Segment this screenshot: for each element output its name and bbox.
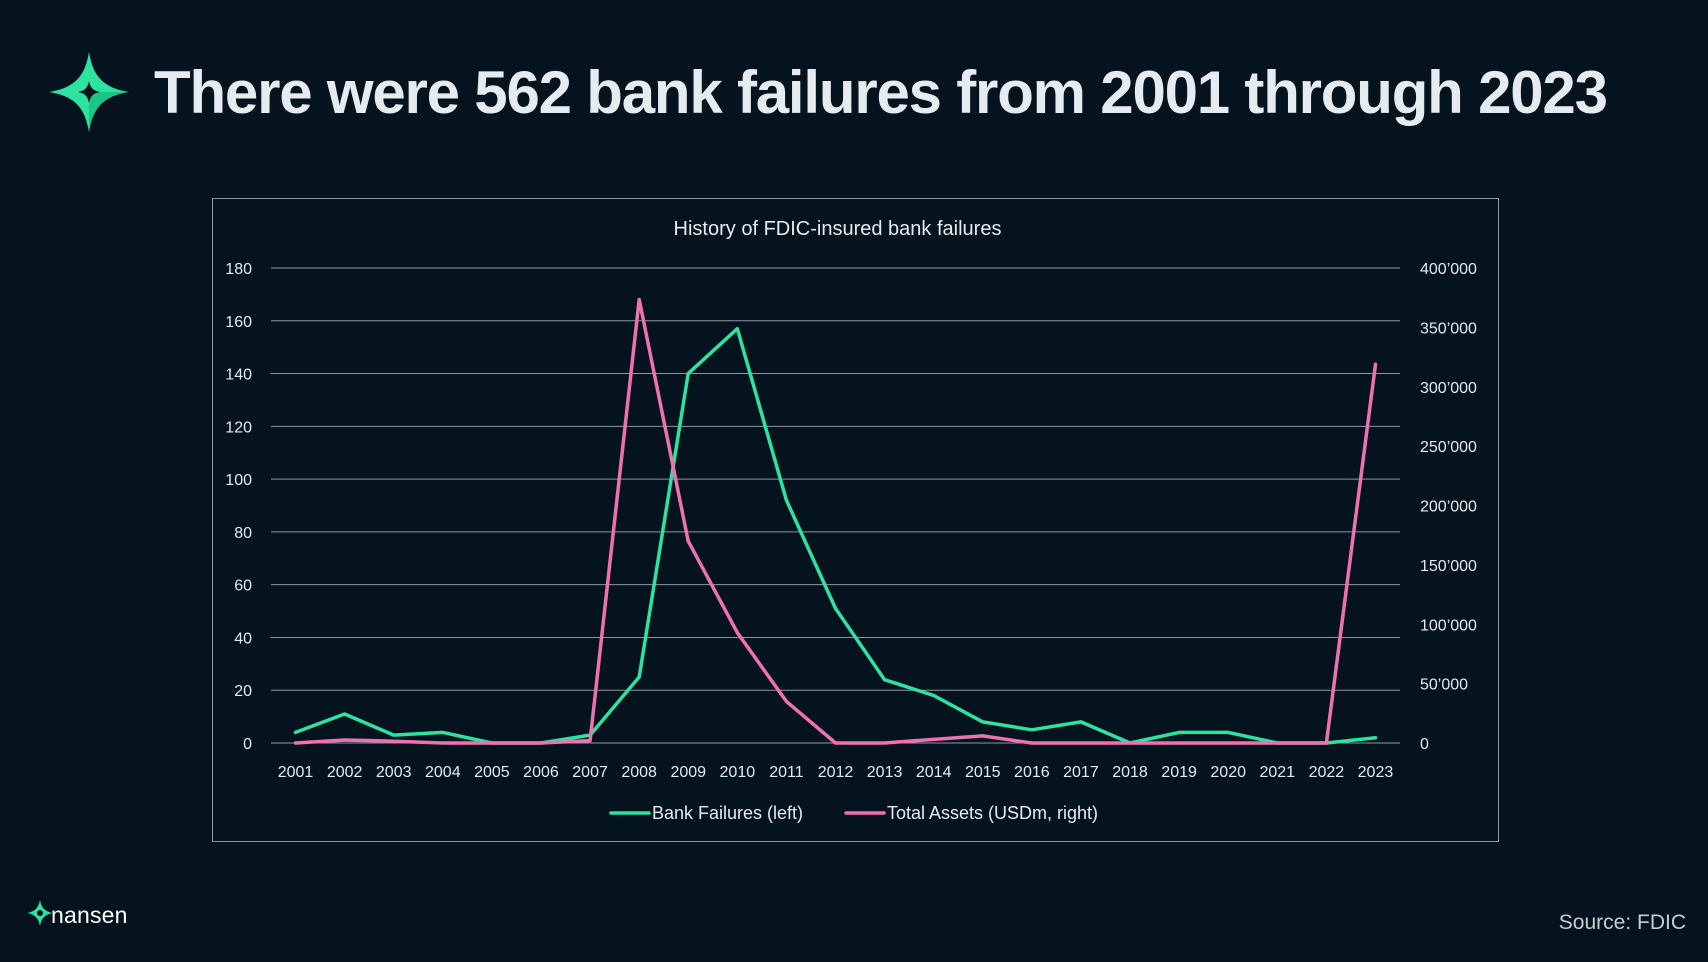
page-title: There were 562 bank failures from 2001 t…: [154, 58, 1608, 126]
x-tick-label: 2003: [376, 764, 412, 781]
x-tick-label: 2022: [1309, 764, 1345, 781]
x-tick-label: 2015: [965, 764, 1001, 781]
sparkle-star-icon: [49, 52, 129, 132]
x-tick-label: 2018: [1112, 764, 1148, 781]
header: There were 562 bank failures from 2001 t…: [48, 50, 1608, 134]
x-tick-label: 2013: [867, 764, 903, 781]
x-tick-label: 2001: [278, 764, 314, 781]
x-tick-label: 2002: [327, 764, 363, 781]
x-tick-label: 2012: [818, 764, 854, 781]
y-left-tick-label: 0: [243, 736, 252, 753]
y-right-tick-label: 400’000: [1420, 261, 1477, 278]
line-chart: History of FDIC-insured bank failures 0 20…: [225, 218, 1477, 823]
y-left-tick-label: 180: [225, 261, 252, 278]
chart-frame: History of FDIC-insured bank failures 0 20…: [212, 198, 1499, 842]
x-tick-label: 2021: [1259, 764, 1295, 781]
series-line-2: [293, 297, 1378, 745]
y-right-tick-label: 250’000: [1420, 439, 1477, 456]
x-tick-label: 2004: [425, 764, 461, 781]
legend-label: Bank Failures (left): [652, 803, 803, 823]
x-tick-label: 2011: [769, 764, 804, 781]
series-line-1: [293, 326, 1378, 745]
chart-title: History of FDIC-insured bank failures: [674, 218, 1002, 240]
y-left-tick-label: 60: [234, 578, 252, 595]
sparkle-logo-icon: [27, 900, 53, 926]
source-note: Source: FDIC: [1558, 911, 1686, 934]
nansen-logo: nansen: [26, 899, 128, 927]
y-right-tick-label: 50’000: [1420, 677, 1468, 694]
x-tick-label: 2020: [1210, 764, 1246, 781]
y-left-tick-label: 80: [234, 525, 252, 542]
x-tick-label: 2014: [916, 764, 952, 781]
y-left-tick-label: 160: [225, 314, 252, 331]
y-right-tick-label: 100’000: [1420, 617, 1477, 634]
x-tick-label: 2019: [1161, 764, 1197, 781]
x-tick-label: 2007: [572, 764, 608, 781]
y-left-tick-label: 40: [234, 630, 252, 647]
y-left-tick-label: 140: [225, 367, 252, 384]
y-left-tick-label: 120: [225, 419, 252, 436]
x-tick-label: 2016: [1014, 764, 1050, 781]
y-left-tick-label: 20: [234, 683, 252, 700]
y-right-tick-label: 200’000: [1420, 499, 1477, 516]
x-tick-label: 2006: [523, 764, 559, 781]
logo-text: nansen: [51, 902, 128, 928]
x-tick-label: 2023: [1358, 764, 1394, 781]
y-right-tick-label: 300’000: [1420, 380, 1477, 397]
x-tick-label: 2005: [474, 764, 510, 781]
y-right-tick-label: 350’000: [1420, 320, 1477, 337]
x-tick-label: 2010: [720, 764, 756, 781]
legend-label: Total Assets (USDm, right): [887, 803, 1098, 823]
x-tick-label: 2017: [1063, 764, 1099, 781]
x-tick-label: 2008: [621, 764, 657, 781]
y-left-tick-label: 100: [225, 472, 252, 489]
y-right-tick-label: 150’000: [1420, 558, 1477, 575]
x-tick-label: 2009: [670, 764, 706, 781]
y-right-tick-label: 0: [1420, 736, 1429, 753]
